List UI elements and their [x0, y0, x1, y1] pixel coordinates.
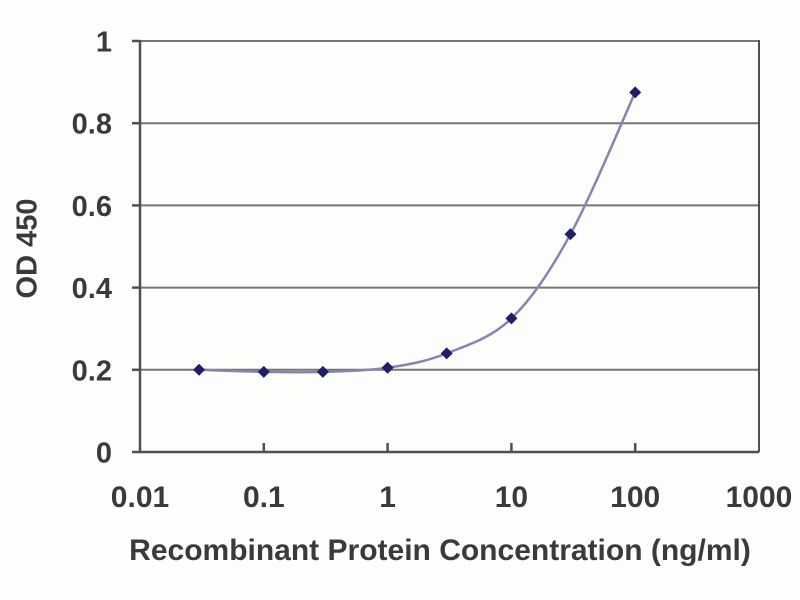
x-tick-label: 0.1: [243, 481, 285, 514]
y-axis-title: OD 450: [11, 198, 44, 299]
y-tick-label: 1: [96, 27, 112, 59]
x-tick-label: 0.01: [111, 481, 169, 514]
y-tick-label: 0: [96, 438, 112, 470]
data-point-marker: [381, 361, 394, 374]
data-point-marker: [257, 365, 270, 378]
data-point-marker: [440, 347, 453, 360]
y-tick-label: 0.2: [72, 355, 112, 387]
x-tick-label: 1: [379, 481, 396, 514]
y-tick-label: 0.8: [72, 109, 112, 141]
data-point-marker: [193, 363, 206, 376]
data-point-marker: [316, 365, 329, 378]
x-tick-label: 10: [495, 481, 528, 514]
y-tick-label: 0.4: [72, 273, 112, 305]
x-tick-label: 100: [610, 481, 660, 514]
y-tick-label: 0.6: [72, 191, 112, 223]
x-axis-title: Recombinant Protein Concentration (ng/ml…: [129, 534, 751, 567]
data-point-marker: [564, 228, 577, 241]
x-tick-label: 1000: [726, 481, 793, 514]
data-point-marker: [629, 86, 642, 99]
